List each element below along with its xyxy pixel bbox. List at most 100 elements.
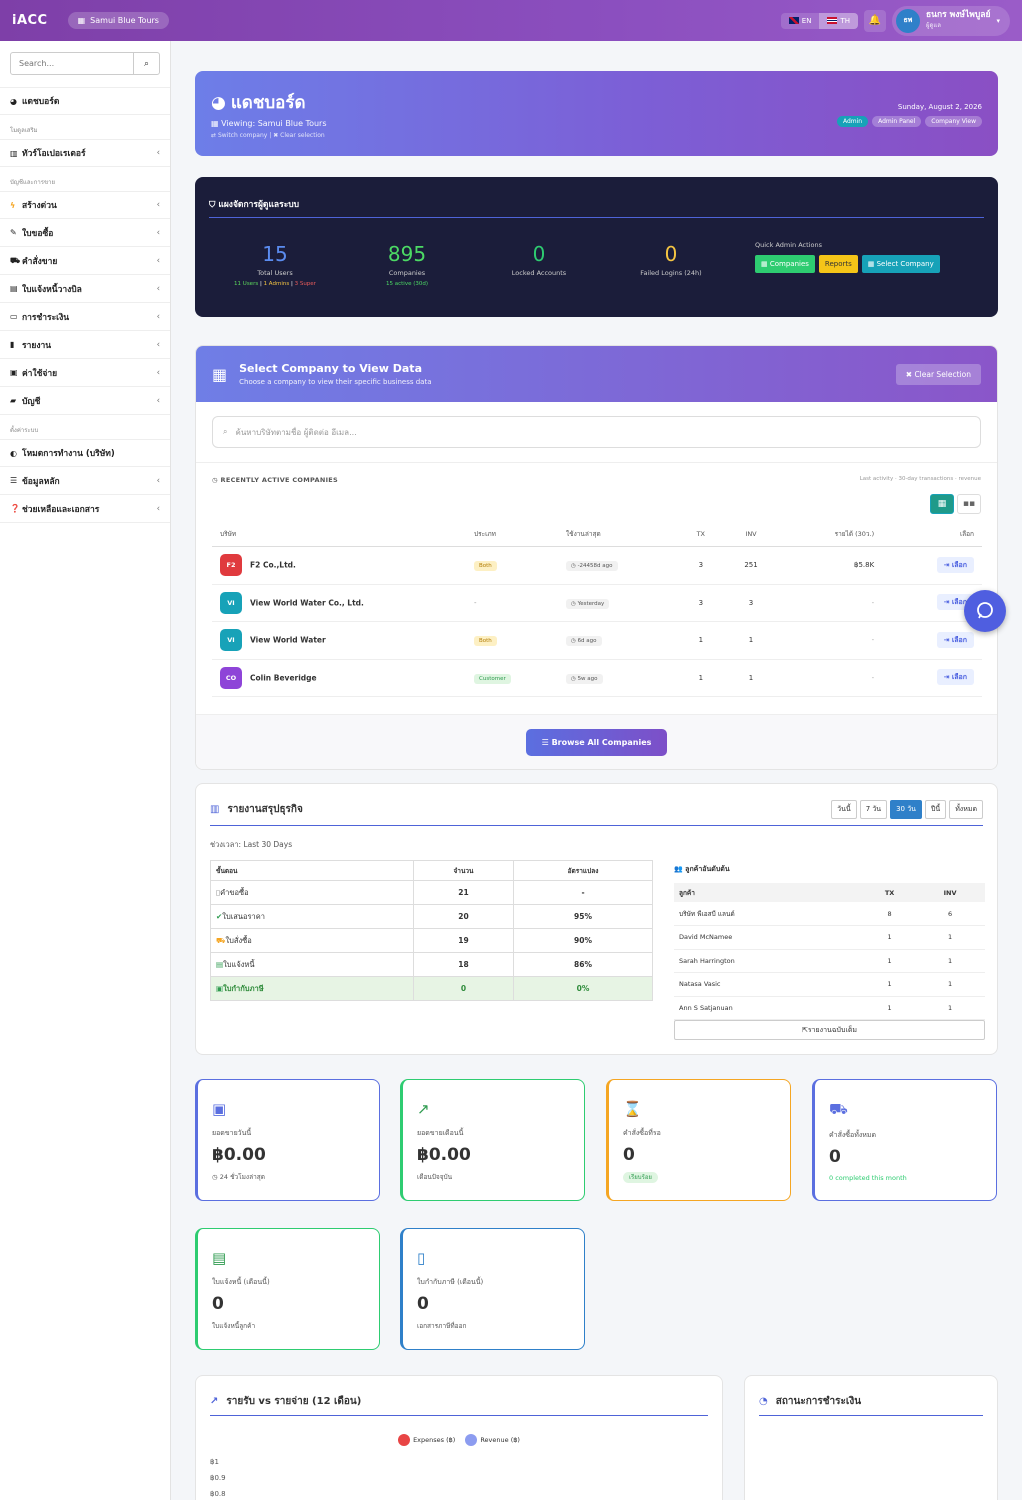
sign-in-icon: ⇥ <box>943 635 952 644</box>
chat-button[interactable] <box>964 590 1006 632</box>
table-row: CO Colin Beveridge Customer ◷ 5w ago 1 1 … <box>212 659 982 697</box>
type-badge: Customer <box>474 673 511 684</box>
last-active-text: 6d ago <box>577 638 597 645</box>
period-all[interactable]: ทั้งหมด <box>949 800 983 819</box>
admins-count: 1 Admins <box>263 281 290 287</box>
stat-label: Total Users <box>257 269 293 277</box>
report-icon: ▮ <box>10 340 15 349</box>
clock-icon: ◷ <box>571 600 578 607</box>
company-search[interactable]: ⌕ ค้นหาบริษัทตามชื่อ ผู้ติดต่อ อีเมล... <box>212 416 981 448</box>
tx-count: 1 <box>864 972 916 997</box>
stat-value: 0 <box>664 242 678 266</box>
lang-th-button[interactable]: TH <box>819 12 858 29</box>
company-search-input[interactable]: ค้นหาบริษัทตามชื่อ ผู้ติดต่อ อีเมล... <box>235 427 357 437</box>
table-row: F2 F2 Co.,Ltd. Both ◷ -24458d ago 3 251 ฿… <box>212 546 982 585</box>
question-icon: ❓ <box>10 504 20 513</box>
kpi-sales-month: ↗ ยอดขายเดือนนี้ ฿0.00 เดือนปัจจุบัน <box>400 1079 585 1201</box>
customer-name: บริษัท พีเอสบี แลนด์ <box>674 902 864 926</box>
reports-button[interactable]: Reports <box>818 255 858 273</box>
sidebar-item-help[interactable]: ❓ ช่วยเหลือและเอกสาร ‹ <box>0 495 170 523</box>
switch-company-link[interactable]: Switch company <box>217 132 268 139</box>
tx-count: 1 <box>864 996 916 1020</box>
cart-icon: ⛟ <box>10 255 21 265</box>
super-count: 3 Super <box>294 281 316 287</box>
legend-label: Revenue (฿) <box>480 1436 520 1444</box>
kpi-pending-orders: ⌛ คำสั่งซื้อที่รอ 0 เรียบร้อย <box>606 1079 791 1201</box>
file-icon: ▯ <box>417 1249 426 1267</box>
period-7d[interactable]: 7 วัน <box>859 800 888 819</box>
customer-name: Natasa Vasic <box>674 972 864 997</box>
search-input[interactable] <box>11 53 133 74</box>
full-report-button[interactable]: ⇱ รายงานฉบับเต็ม <box>674 1020 985 1040</box>
badge-admin: Admin <box>836 116 869 127</box>
sidebar-item-expenses[interactable]: ▣ ค่าใช้จ่าย ‹ <box>0 359 170 387</box>
recent-label: RECENTLY ACTIVE COMPANIES <box>220 476 339 484</box>
period-30d[interactable]: 30 วัน <box>890 800 922 819</box>
shield-icon: ⛉ <box>209 200 219 210</box>
chart-title: รายรับ vs รายจ่าย (12 เดือน) <box>226 1396 362 1407</box>
sidebar-item-tour-operator[interactable]: ▥ ทัวร์โอเปอเรเตอร์ ‹ <box>0 139 170 167</box>
sidebar-item-invoice[interactable]: ▤ ใบแจ้งหนี้วางบิล ‹ <box>0 275 170 303</box>
tx-count: 1 <box>678 659 724 697</box>
step-count: 18 <box>413 952 514 977</box>
period-year[interactable]: ปีนี้ <box>924 800 947 819</box>
lang-th-label: TH <box>840 16 850 25</box>
sidebar-item-payment[interactable]: ▭ การชำระเงิน ‹ <box>0 303 170 331</box>
current-company-pill[interactable]: ▦ Samui Blue Tours <box>67 12 169 29</box>
revenue: - <box>778 621 883 660</box>
clear-selection-link[interactable]: Clear selection <box>280 132 325 139</box>
company-name: Colin Beveridge <box>250 673 317 683</box>
last-active: ◷ 5w ago <box>566 673 603 684</box>
table-row: ▤ใบแจ้งหนี้ 18 86% <box>210 952 653 977</box>
tx-count: 8 <box>864 902 916 926</box>
sidebar-item-dashboard[interactable]: ◕ แดชบอร์ด <box>0 87 170 115</box>
brand-logo[interactable]: iACC <box>12 13 48 28</box>
sidebar-item-quick-create[interactable]: ϟ สร้างด่วน ‹ <box>0 191 170 219</box>
money-icon: ▣ <box>212 1100 227 1118</box>
sidebar-item-sales-order[interactable]: ⛟ คำสั่งขาย ‹ <box>0 247 170 275</box>
last-active: ◷ -24458d ago <box>566 561 618 572</box>
select-company-button[interactable]: ⇥ เลือก <box>936 669 974 686</box>
legend-revenue[interactable]: Revenue (฿) <box>465 1434 520 1446</box>
companies-button[interactable]: ▦ Companies <box>755 255 815 273</box>
notification-bell-icon[interactable]: 🔔 <box>863 9 886 32</box>
sidebar-item-master-data[interactable]: ☰ ข้อมูลหลัก ‹ <box>0 467 170 495</box>
select-company-button[interactable]: ▦ Select Company <box>861 255 940 273</box>
chevron-left-icon: ‹ <box>156 227 160 238</box>
sidebar-item-label: ทัวร์โอเปอเรเตอร์ <box>22 149 86 159</box>
table-row: ▯คำขอซื้อ 21 - <box>210 880 653 905</box>
legend-label: Expenses (฿) <box>413 1436 456 1444</box>
kpi-total-orders: ⛟ คำสั่งซื้อทั้งหมด 0 0 completed this m… <box>812 1079 997 1201</box>
col-last-active: ใช้งานล่าสุด <box>558 529 678 547</box>
browse-all-companies-button[interactable]: ☰ Browse All Companies <box>525 728 668 756</box>
credit-card-icon: ▭ <box>10 312 18 321</box>
kpi-value: 0 <box>623 1145 635 1165</box>
period-today[interactable]: วันนี้ <box>831 800 857 819</box>
sidebar-item-work-mode[interactable]: ◐ โหมดการทำงาน (บริษัท) <box>0 439 170 467</box>
grid-view-icon[interactable]: ▪▪ <box>957 494 981 514</box>
select-company-button[interactable]: ⇥ เลือก <box>936 556 974 573</box>
sign-in-icon: ⇥ <box>943 598 952 607</box>
admin-panel-title: แผงจัดการผู้ดูแลระบบ <box>218 200 300 210</box>
user-menu[interactable]: ธพ ธนกร พงษ์ไพบูลย์ ผู้ดูแล ▾ <box>891 5 1010 36</box>
sidebar-item-accounts[interactable]: ▰ บัญชี ‹ <box>0 387 170 415</box>
search-icon[interactable]: ⌕ <box>133 53 159 74</box>
button-label: เลือก <box>951 635 967 644</box>
sidebar-item-label: การชำระเงิน <box>22 312 70 323</box>
kpi-label: ยอดขายวันนี้ <box>212 1129 252 1137</box>
revenue: ฿5.8K <box>778 546 883 585</box>
sidebar-item-label: สร้างด่วน <box>22 201 57 211</box>
sidebar-item-purchase-request[interactable]: ✎ ใบขอซื้อ ‹ <box>0 219 170 247</box>
select-company-button[interactable]: ⇥ เลือก <box>936 631 974 648</box>
table-view-icon[interactable]: ▦ <box>930 494 954 514</box>
company-name: F2 Co.,Ltd. <box>250 560 296 570</box>
kpi-label: ยอดขายเดือนนี้ <box>417 1129 464 1137</box>
sidebar-item-reports[interactable]: ▮ รายงาน ‹ <box>0 331 170 359</box>
inv-count: 1 <box>723 621 779 660</box>
cart-icon: ⛟ <box>829 1100 848 1118</box>
lang-en-button[interactable]: EN <box>781 13 820 29</box>
legend-expenses[interactable]: Expenses (฿) <box>398 1434 455 1446</box>
clear-selection-button[interactable]: ✖ Clear Selection <box>895 363 981 385</box>
button-label: เลือก <box>951 673 967 682</box>
last-active-text: 5w ago <box>577 675 598 682</box>
